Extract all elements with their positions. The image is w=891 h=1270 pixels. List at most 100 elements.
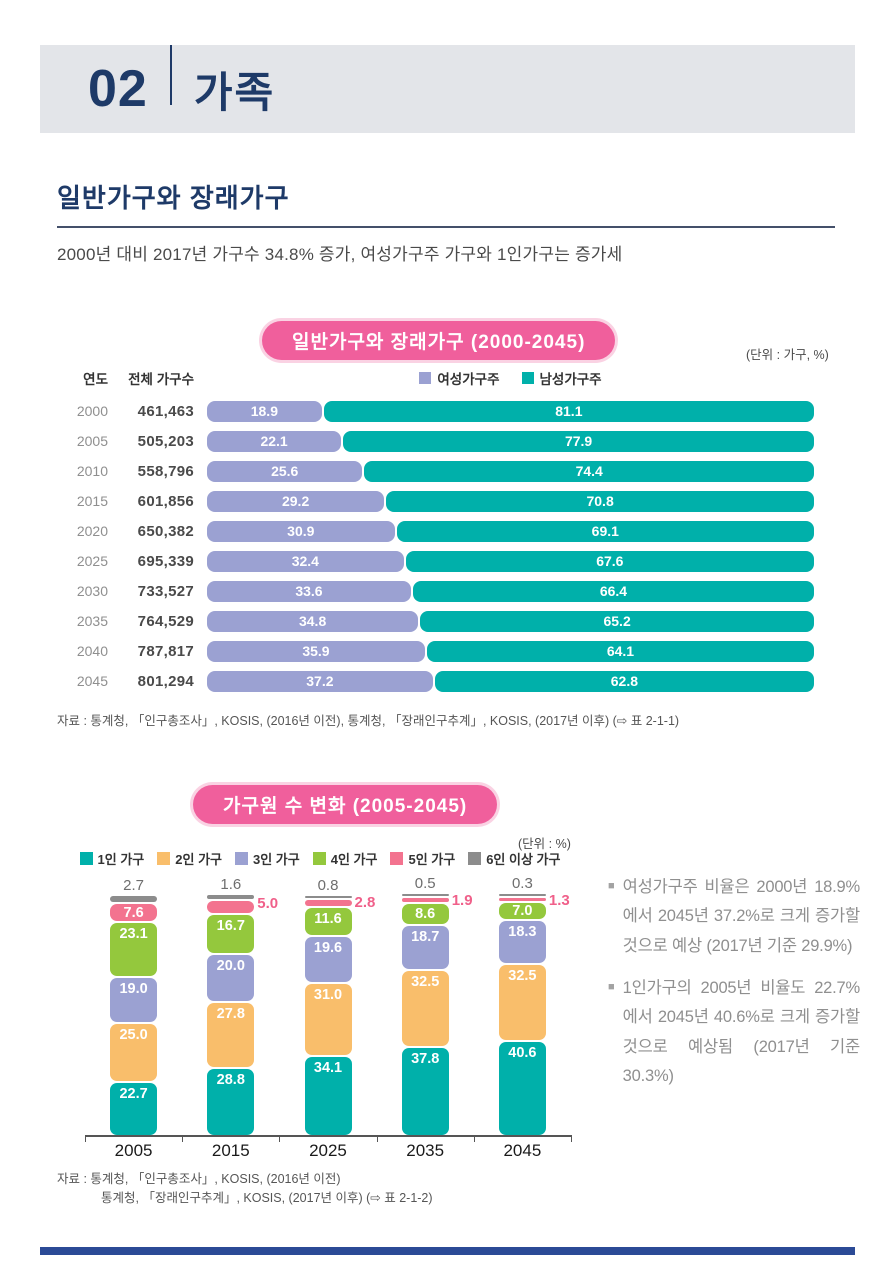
bar-segment: 27.8 bbox=[207, 1003, 255, 1067]
bar-segment: 18.3 bbox=[498, 921, 546, 963]
chart1-row-total: 558,796 bbox=[137, 462, 194, 480]
chart1-source: 자료 : 통계청, 「인구총조사」, KOSIS, (2016년 이전), 통계… bbox=[57, 714, 680, 728]
bar-segment-male: 67.6 bbox=[405, 550, 814, 572]
axis-tick bbox=[377, 1135, 378, 1142]
chart2-source-line2: 통계청, 「장래인구추계」, KOSIS, (2017년 이후) (⇨ 표 2-… bbox=[101, 1191, 433, 1206]
bar-segment: 28.8 bbox=[207, 1069, 255, 1135]
segment-value-outside: 1.3 bbox=[548, 892, 570, 909]
chart2-legend: 1인 가구 2인 가구 3인 가구 4인 가구 5인 가구 6인 이상 가구 bbox=[60, 849, 580, 868]
bar-segment-female: 32.4 bbox=[207, 550, 404, 572]
bar-segment: 19.0 bbox=[110, 978, 158, 1022]
legend-label: 6인 이상 가구 bbox=[486, 852, 561, 867]
legend-label: 1인 가구 bbox=[97, 852, 145, 867]
chart1-row-track: 18.9 81.1 bbox=[207, 400, 814, 422]
bar-segment-male: 81.1 bbox=[323, 400, 814, 422]
stacked-bar: 34.1 31.0 19.6 11.6 2.8 0.8 bbox=[304, 878, 375, 1135]
bar-segment: 37.8 bbox=[401, 1048, 449, 1135]
chart1-row: 2020 650,382 30.9 69.1 bbox=[62, 516, 814, 546]
legend-label: 4인 가구 bbox=[330, 852, 378, 867]
chart1-row-total: 695,339 bbox=[137, 552, 194, 570]
chart1-row-total: 650,382 bbox=[137, 522, 194, 540]
bar-segment-male: 77.9 bbox=[343, 430, 814, 452]
chart1-unit-label: (단위 : 가구, %) bbox=[746, 348, 829, 362]
axis-tick bbox=[279, 1135, 280, 1142]
stacked-bar: 28.8 27.8 20.0 16.7 5.0 1.6 bbox=[207, 876, 278, 1135]
x-axis-label: 2015 bbox=[211, 1141, 250, 1160]
chart1-row: 2000 461,463 18.9 81.1 bbox=[62, 396, 814, 426]
legend-item: 2인 가구 bbox=[157, 849, 222, 868]
key-findings-notes: ■ 여성가구주 비율은 2000년 18.9%에서 2045년 37.2%로 크게… bbox=[608, 873, 860, 1105]
chart1-row-track: 29.2 70.8 bbox=[207, 490, 814, 512]
chapter-header: 02 가족 bbox=[40, 45, 855, 133]
x-axis-label: 2035 bbox=[406, 1141, 445, 1160]
chart2-source: 자료 : 통계청, 「인구총조사」, KOSIS, (2016년 이전) 통계청… bbox=[57, 1170, 433, 1209]
chapter-title: 가족 bbox=[193, 68, 276, 116]
footer-accent-bar bbox=[40, 1247, 855, 1255]
bar-segment-male: 69.1 bbox=[396, 520, 814, 542]
chart1-row-year: 2035 bbox=[76, 613, 108, 629]
chapter-number: 02 bbox=[88, 60, 148, 118]
bar-segment bbox=[207, 895, 255, 899]
legend-label: 남성가구주 bbox=[539, 372, 602, 387]
section-header: 일반가구와 장래가구 2000년 대비 2017년 가구수 34.8% 증가, … bbox=[57, 178, 835, 265]
chart1-row-total: 764,529 bbox=[137, 612, 194, 630]
bar-segment: 18.7 bbox=[401, 926, 449, 969]
bar-segment-female: 34.8 bbox=[207, 610, 419, 632]
legend-item: 여성가구주 bbox=[419, 368, 500, 388]
chapter-divider bbox=[169, 45, 172, 105]
chart2-plot: 2005 22.7 25.0 19.0 23.1 7.6 2.7 2015 28.8 27.8 20… bbox=[85, 870, 572, 1160]
bar-segment-male: 64.1 bbox=[426, 640, 814, 662]
bar-segment-male: 74.4 bbox=[364, 460, 814, 482]
segment-value-above: 1.6 bbox=[220, 876, 242, 893]
legend-swatch-icon bbox=[390, 852, 404, 865]
chart1-row-track: 25.6 74.4 bbox=[207, 460, 814, 482]
legend-label: 5인 가구 bbox=[408, 852, 456, 867]
chart1-row-year: 2045 bbox=[76, 673, 108, 689]
bar-segment: 23.1 bbox=[110, 923, 158, 976]
bar-segment-male: 70.8 bbox=[386, 490, 814, 512]
legend-item: 1인 가구 bbox=[79, 849, 145, 868]
legend-item: 5인 가구 bbox=[390, 849, 455, 868]
bar-segment: 1.3 bbox=[498, 893, 570, 908]
square-bullet-icon: ■ bbox=[608, 981, 615, 994]
legend-swatch-icon bbox=[312, 852, 326, 865]
bar-segment-female: 25.6 bbox=[207, 460, 363, 482]
bar-segment: 32.5 bbox=[498, 965, 546, 1040]
chart1-row-track: 34.8 65.2 bbox=[207, 610, 814, 632]
bar-segment-male: 62.8 bbox=[434, 670, 814, 692]
x-axis-label: 2005 bbox=[114, 1141, 153, 1160]
bar-segment: 1.9 bbox=[401, 893, 473, 908]
bar-segment: 2.8 bbox=[304, 895, 375, 910]
legend-swatch-icon bbox=[235, 852, 248, 865]
legend-item: 6인 이상 가구 bbox=[468, 849, 560, 868]
chart1-row: 2030 733,527 33.6 66.4 bbox=[62, 576, 814, 606]
bar-segment-male: 65.2 bbox=[420, 610, 814, 632]
legend-swatch-icon bbox=[468, 852, 482, 865]
x-axis-label: 2025 bbox=[309, 1141, 347, 1160]
axis-tick bbox=[474, 1135, 475, 1142]
chart1-year-header: 연도 bbox=[83, 372, 108, 387]
segment-value-outside: 2.8 bbox=[354, 894, 376, 911]
bar-segment: 25.0 bbox=[110, 1024, 158, 1081]
chart1-column-headers: 연도 전체 가구수 여성가구주 남성가구주 bbox=[62, 368, 814, 388]
axis-tick bbox=[571, 1135, 572, 1142]
legend-item: 4인 가구 bbox=[312, 849, 378, 868]
chart1-title-pill: 일반가구와 장래가구 (2000-2045) bbox=[262, 321, 616, 360]
bar-segment: 31.0 bbox=[304, 984, 352, 1055]
segment-value-outside: 1.9 bbox=[451, 892, 473, 909]
chart1-row: 2040 787,817 35.9 64.1 bbox=[62, 636, 814, 666]
stacked-bar: 40.6 32.5 18.3 7.0 1.3 0.3 bbox=[498, 876, 570, 1135]
x-axis-label: 2045 bbox=[503, 1141, 542, 1160]
bar-segment: 5.0 bbox=[207, 896, 278, 913]
chart1-row: 2045 801,294 37.2 62.8 bbox=[62, 666, 814, 696]
bar-segment bbox=[110, 896, 158, 902]
bar-segment: 20.0 bbox=[207, 955, 255, 1001]
chart1-row: 2010 558,796 25.6 74.4 bbox=[62, 456, 814, 486]
bar-segment-female: 30.9 bbox=[207, 520, 395, 542]
bar-segment-male: 66.4 bbox=[412, 580, 814, 602]
chart1-row-total: 733,527 bbox=[137, 582, 194, 600]
chart1-row: 2005 505,203 22.1 77.9 bbox=[62, 426, 814, 456]
chart1-row-track: 32.4 67.6 bbox=[207, 550, 814, 572]
axis-tick bbox=[182, 1135, 183, 1142]
